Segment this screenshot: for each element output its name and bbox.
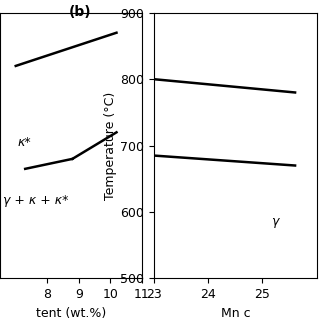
Text: (b): (b)	[69, 5, 92, 19]
Text: κ*: κ*	[17, 136, 31, 148]
Text: γ: γ	[271, 215, 278, 228]
X-axis label: tent (wt.%): tent (wt.%)	[36, 307, 106, 320]
Text: γ + κ + κ*: γ + κ + κ*	[3, 194, 68, 207]
X-axis label: Mn c: Mn c	[220, 307, 250, 320]
Y-axis label: Temperature (°C): Temperature (°C)	[104, 92, 117, 200]
